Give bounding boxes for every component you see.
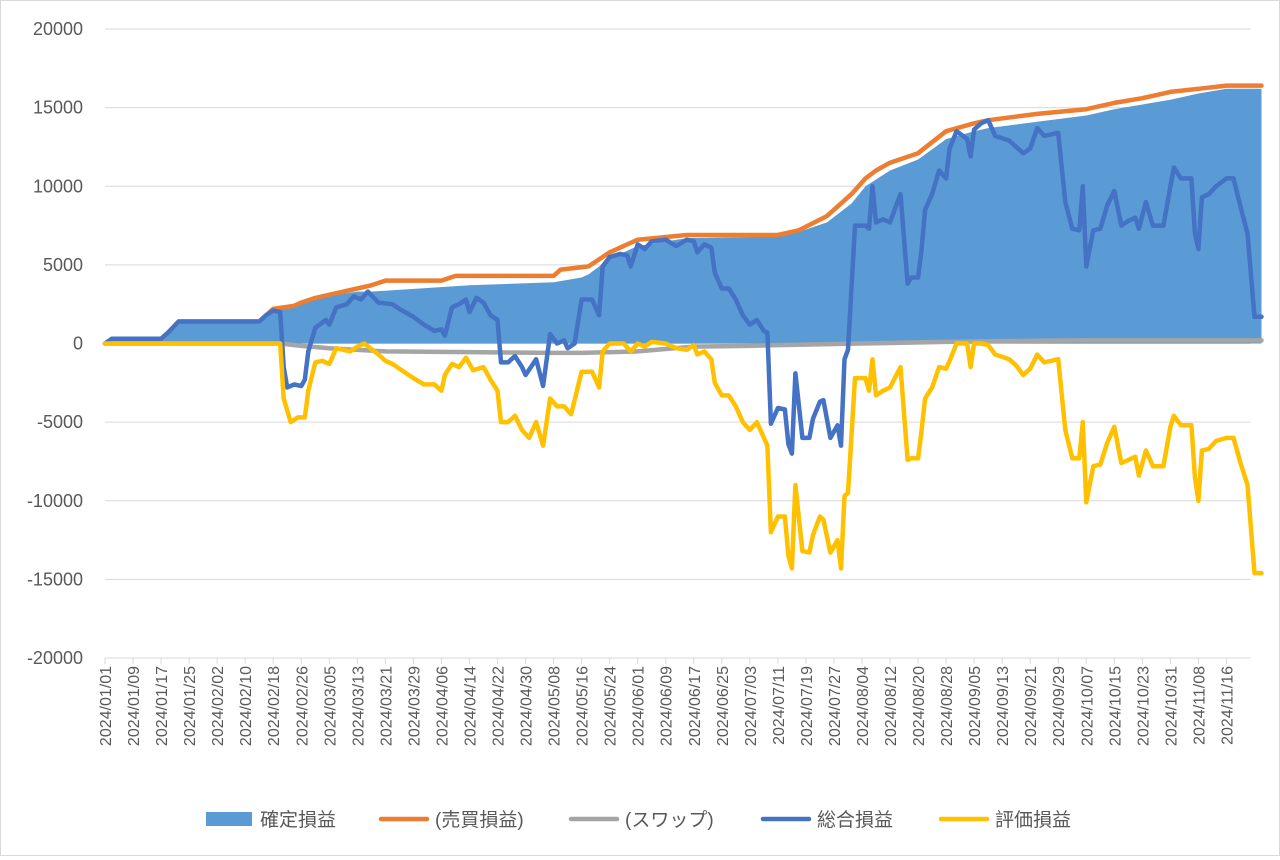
legend-label: (売買損益) xyxy=(435,809,524,831)
x-tick-label: 2024/11/16 xyxy=(1220,666,1237,745)
x-tick-label: 2024/08/28 xyxy=(939,666,956,746)
x-tick-label: 2024/09/21 xyxy=(1023,666,1040,746)
x-tick-label: 2024/06/17 xyxy=(687,666,704,746)
x-tick-label: 2024/11/08 xyxy=(1191,666,1208,745)
x-tick-label: 2024/06/09 xyxy=(659,666,676,746)
x-tick-label: 2024/03/13 xyxy=(350,666,367,746)
x-tick-label: 2024/04/30 xyxy=(519,666,536,746)
x-tick-label: 2024/10/31 xyxy=(1163,666,1180,746)
x-tick-label: 2024/08/20 xyxy=(911,666,928,746)
x-tick-label: 2024/01/17 xyxy=(154,666,171,746)
legend: 確定損益 (売買損益) (スワップ) 総合損益 評価損益 xyxy=(206,809,1071,831)
x-tick-label: 2024/03/21 xyxy=(378,666,395,746)
plot-area xyxy=(102,83,1264,576)
x-tick-label: 2024/02/02 xyxy=(210,666,227,746)
x-tick-label: 2024/02/26 xyxy=(294,666,311,746)
x-tick-label: 2024/04/14 xyxy=(463,666,480,746)
x-tick-label: 2024/09/29 xyxy=(1051,666,1068,746)
x-tick-label: 2024/07/03 xyxy=(743,666,760,746)
series-line-総合損益 xyxy=(102,117,1264,456)
legend-label: (スワップ) xyxy=(625,809,714,831)
x-tick-label: 2024/08/12 xyxy=(883,666,900,746)
x-tick-label: 2024/10/15 xyxy=(1107,666,1124,746)
y-tick-label: 10000 xyxy=(33,176,83,196)
x-tick-label: 2024/06/25 xyxy=(715,666,732,746)
y-tick-label: 0 xyxy=(73,334,83,354)
x-tick-label: 2024/01/01 xyxy=(98,666,115,746)
y-tick-label: 15000 xyxy=(33,98,83,118)
y-tick-label: 5000 xyxy=(43,255,83,275)
y-tick-label: -20000 xyxy=(27,648,83,668)
x-tick-label: 2024/09/05 xyxy=(967,666,984,746)
x-tick-label: 2024/02/18 xyxy=(266,666,283,746)
x-tick-label: 2024/02/10 xyxy=(238,666,255,746)
legend-label: 確定損益 xyxy=(260,809,336,831)
x-tick-label: 2024/03/29 xyxy=(406,666,423,746)
x-tick-label: 2024/10/07 xyxy=(1079,666,1096,746)
series-area-確定損益 xyxy=(105,88,1262,344)
x-tick-label: 2024/05/08 xyxy=(547,666,564,746)
y-tick-label: -10000 xyxy=(27,491,83,511)
x-tick-label: 2024/07/27 xyxy=(827,666,844,746)
x-tick-label: 2024/04/22 xyxy=(491,666,508,746)
legend-label: 総合損益 xyxy=(817,809,893,831)
x-tick-label: 2024/01/09 xyxy=(126,666,143,746)
x-tick-label: 2024/07/19 xyxy=(799,666,816,746)
y-tick-label: -15000 xyxy=(27,569,83,589)
legend-label: 評価損益 xyxy=(995,809,1071,831)
x-tick-label: 2024/01/25 xyxy=(182,666,199,746)
x-tick-label: 2024/10/23 xyxy=(1135,666,1152,746)
x-axis xyxy=(104,657,1251,664)
x-tick-label: 2024/04/06 xyxy=(434,666,451,746)
y-tick-label: -5000 xyxy=(37,412,83,432)
x-tick-label: 2024/05/16 xyxy=(575,666,592,746)
legend-swatch xyxy=(206,812,252,826)
x-tick-label: 2024/09/13 xyxy=(995,666,1012,746)
series-line-評価損益 xyxy=(102,339,1264,576)
y-axis-tick-labels: 20000 15000 10000 5000 0 -5000 -10000 -15000 -20… xyxy=(27,19,83,668)
x-tick-label: 2024/07/11 xyxy=(771,666,788,745)
x-axis-tick-labels: 2024/01/01 2024/01/09 2024/01/17 2024/01/25… xyxy=(98,666,1237,746)
x-tick-label: 2024/03/05 xyxy=(322,666,339,746)
x-tick-label: 2024/06/01 xyxy=(631,666,648,746)
x-tick-label: 2024/08/04 xyxy=(855,666,872,746)
x-tick-label: 2024/05/24 xyxy=(603,666,620,746)
y-tick-label: 20000 xyxy=(33,19,83,39)
